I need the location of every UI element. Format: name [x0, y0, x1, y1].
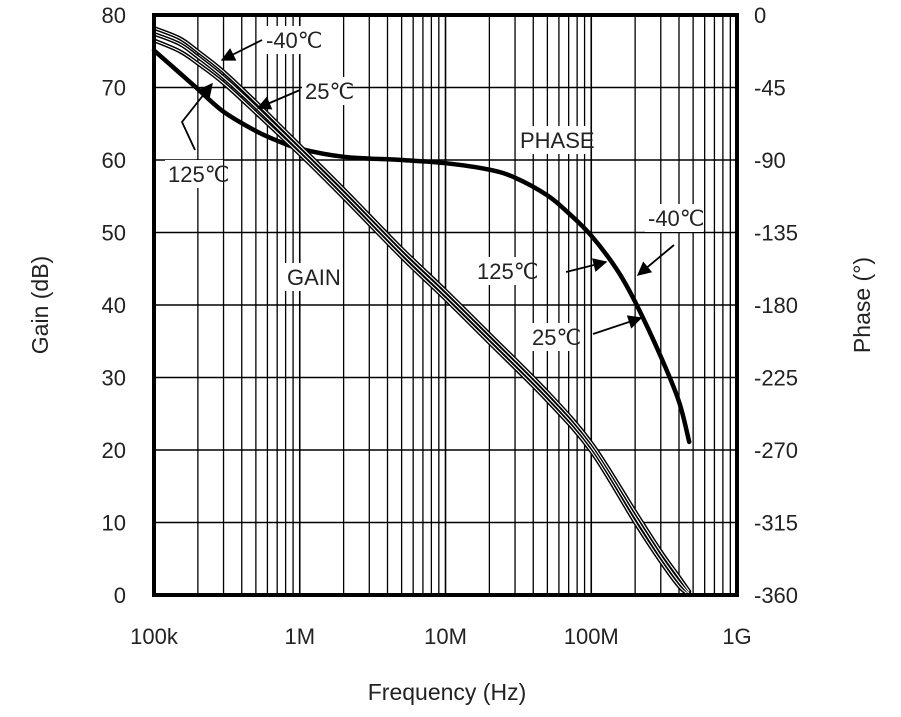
- y2-tick-label: -360: [754, 583, 798, 608]
- annotation-arrow-extra: [178, 116, 190, 150]
- y-tick-label: 70: [102, 76, 126, 101]
- y-tick-label: 40: [102, 293, 126, 318]
- grid: [154, 15, 737, 595]
- annotation-bg: [284, 263, 342, 291]
- series-phase: [151, 48, 692, 445]
- series-group: [151, 26, 692, 597]
- annotation-bg: [529, 323, 574, 351]
- series-gain-125: [152, 38, 692, 597]
- annotation-label: 125℃: [477, 259, 538, 284]
- y2-tick-label: -270: [754, 438, 798, 463]
- annotation-bg: [302, 77, 347, 105]
- x-tick-label: 1M: [284, 624, 315, 649]
- y-tick-label: 60: [102, 148, 126, 173]
- annotation-bg: [517, 126, 588, 154]
- x-tick-label: 1G: [722, 624, 751, 649]
- y2-tick-label: -135: [754, 221, 798, 246]
- annotation-arrow: [220, 39, 263, 61]
- y-tick-label: 10: [102, 511, 126, 536]
- annotation-bg: [263, 26, 321, 54]
- annotation-arrow: [636, 244, 675, 276]
- x-axis-label: Frequency (Hz): [368, 679, 526, 705]
- y-tick-label: 30: [102, 366, 126, 391]
- annotation-label: -40℃: [648, 206, 705, 231]
- y2-tick-label: -225: [754, 366, 798, 391]
- plot-frame: [152, 13, 739, 597]
- x-tick-label: 10M: [424, 624, 467, 649]
- series-core: [153, 27, 690, 592]
- annotation-label: 25℃: [305, 79, 354, 104]
- y2-tick-label: -45: [754, 76, 786, 101]
- annotations: -40℃ 25℃ 125℃ GAIN PHASE -40℃ 125℃ 25℃: [165, 26, 705, 351]
- annotation-bg: [474, 257, 532, 285]
- y-tick-labels: 0 10 20 30 40 50 60 70 80: [102, 3, 126, 608]
- x-tick-label: 100k: [130, 624, 179, 649]
- y2-tick-label: -315: [754, 511, 798, 536]
- y2-tick-label: -180: [754, 293, 798, 318]
- annotation-arrow: [592, 315, 643, 335]
- y2-axis-label: Phase (°): [849, 257, 875, 353]
- annotation-label: 25℃: [532, 325, 581, 350]
- series-core: [153, 39, 690, 596]
- y2-tick-label: 0: [754, 3, 766, 28]
- annotation-label: GAIN: [287, 265, 341, 290]
- y-tick-label: 50: [102, 221, 126, 246]
- annotation-bg: [645, 204, 703, 232]
- x-tick-label: 100M: [564, 624, 619, 649]
- annotation-arrow: [256, 89, 301, 110]
- x-tick-labels: 100k 1M 10M 100M 1G: [130, 624, 752, 649]
- annotation-label: -40℃: [266, 28, 323, 53]
- y-axis-label: Gain (dB): [27, 256, 53, 354]
- y2-tick-labels: 0 -45 -90 -135 -180 -225 -270 -315 -360: [754, 3, 798, 608]
- annotation-arrow: [565, 258, 608, 273]
- annotation-bg: [165, 160, 223, 188]
- annotation-label: PHASE: [520, 128, 595, 153]
- y-tick-label: 80: [102, 3, 126, 28]
- y-tick-label: 0: [114, 583, 126, 608]
- series-core: [153, 33, 690, 594]
- annotation-label: 125℃: [168, 162, 229, 187]
- series-gain-40: [152, 26, 692, 594]
- y2-tick-label: -90: [754, 148, 786, 173]
- y-tick-label: 20: [102, 438, 126, 463]
- annotation-arrow: [180, 82, 213, 151]
